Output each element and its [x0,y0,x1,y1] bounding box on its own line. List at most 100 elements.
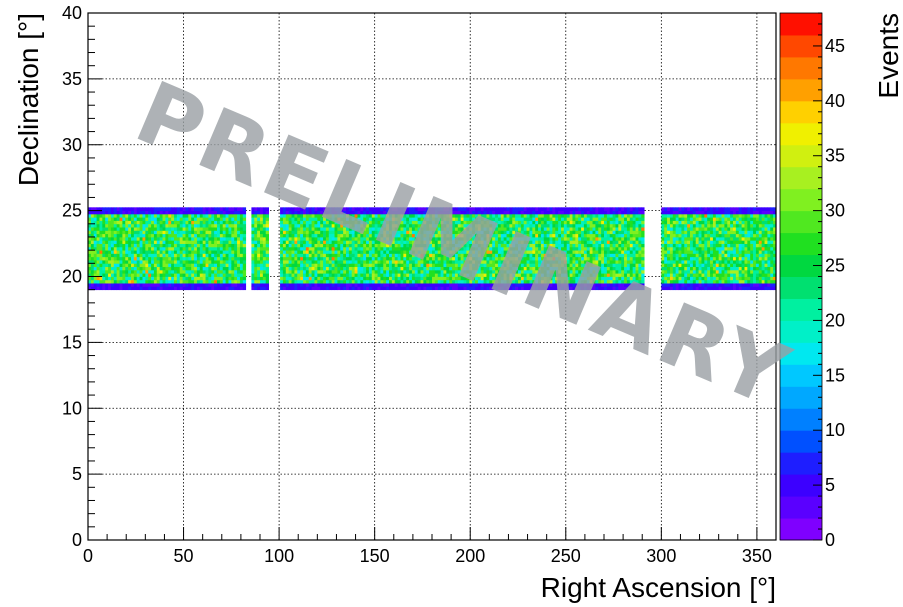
heatmap-cell [325,220,330,225]
heatmap-cell [397,207,401,212]
heatmap-cell [280,263,284,268]
heatmap-cell [371,253,376,258]
heatmap-cell [555,250,559,254]
heatmap-cell [194,246,198,251]
heatmap-cell [500,243,505,248]
heatmap-cell [90,250,95,254]
heatmap-cell [171,243,175,248]
heatmap-cell [257,263,261,268]
heatmap-cell [102,246,106,251]
heatmap-cell [632,236,636,241]
heatmap-cell [477,207,482,212]
heatmap-cell [234,240,238,244]
heatmap-cell [182,207,186,212]
heatmap-cell [486,233,490,238]
heatmap-cell [563,266,568,271]
heatmap-cell [624,269,628,274]
heatmap-cell [242,217,247,221]
heatmap-cell [334,220,338,225]
heatmap-cell [520,279,525,284]
heatmap-cell [102,276,106,281]
heatmap-cell [196,260,201,264]
heatmap-cell [225,276,229,281]
heatmap-cell [546,210,550,215]
heatmap-cell [638,250,642,254]
heatmap-cell [495,253,499,258]
heatmap-cell [526,279,530,284]
heatmap-cell [558,220,562,225]
heatmap-cell [366,246,370,251]
heatmap-cell [477,243,482,248]
heatmap-cell [343,276,347,281]
heatmap-cell [105,276,109,281]
heatmap-cell [397,273,401,277]
heatmap-cell [489,260,493,264]
heatmap-cell [254,273,258,277]
heatmap-cell [165,286,169,291]
heatmap-cell [641,220,645,225]
heatmap-cell [411,210,416,215]
heatmap-cell [675,227,679,231]
heatmap-cell [601,220,605,225]
heatmap-cell [320,250,324,254]
heatmap-cell [383,236,387,241]
heatmap-cell [526,256,530,261]
heatmap-cell [357,207,361,212]
heatmap-cell [641,246,645,251]
heatmap-cell [265,227,269,231]
heatmap-cell [414,210,419,215]
heatmap-cell [529,250,533,254]
heatmap-cell [678,230,682,235]
heatmap-cell [208,266,212,271]
heatmap-cell [128,250,132,254]
heatmap-cell [638,273,642,277]
heatmap-cell [294,240,298,244]
heatmap-cell [346,263,350,268]
heatmap-cell [308,233,312,238]
heatmap-cell [239,283,244,287]
heatmap-cell [604,220,608,225]
heatmap-cell [558,243,562,248]
heatmap-cell [391,207,396,212]
heatmap-cell [512,273,516,277]
heatmap-cell [136,223,140,228]
heatmap-cell [108,256,112,261]
heatmap-cell [546,276,550,281]
heatmap-cell [171,256,175,261]
heatmap-cell [179,263,183,268]
heatmap-cell [280,283,284,287]
heatmap-cell [291,250,295,254]
heatmap-cell [237,227,241,231]
heatmap-cell [366,263,370,268]
heatmap-cell [566,260,570,264]
heatmap-cell [162,279,166,284]
heatmap-cell [357,279,361,284]
heatmap-cell [225,210,229,215]
heatmap-cell [191,240,195,244]
heatmap-cell [667,279,671,284]
heatmap-cell [432,246,436,251]
heatmap-cell [629,210,634,215]
heatmap-cell [179,230,183,235]
heatmap-cell [606,230,611,235]
heatmap-cell [113,207,118,212]
heatmap-cell [305,223,310,228]
heatmap-cell [615,286,619,291]
heatmap-cell [199,207,204,212]
heatmap-cell [314,213,318,218]
heatmap-cell [477,227,482,231]
heatmap-cell [411,250,416,254]
heatmap-cell [506,233,510,238]
heatmap-cell [237,253,241,258]
heatmap-cell [340,273,344,277]
heatmap-cell [251,266,255,271]
heatmap-cell [377,250,381,254]
heatmap-cell [303,279,307,284]
heatmap-cell [446,273,450,277]
heatmap-cell [334,260,338,264]
heatmap-cell [661,210,665,215]
heatmap-cell [128,227,132,231]
heatmap-cell [578,279,582,284]
heatmap-cell [681,276,685,281]
heatmap-cell [179,233,183,238]
